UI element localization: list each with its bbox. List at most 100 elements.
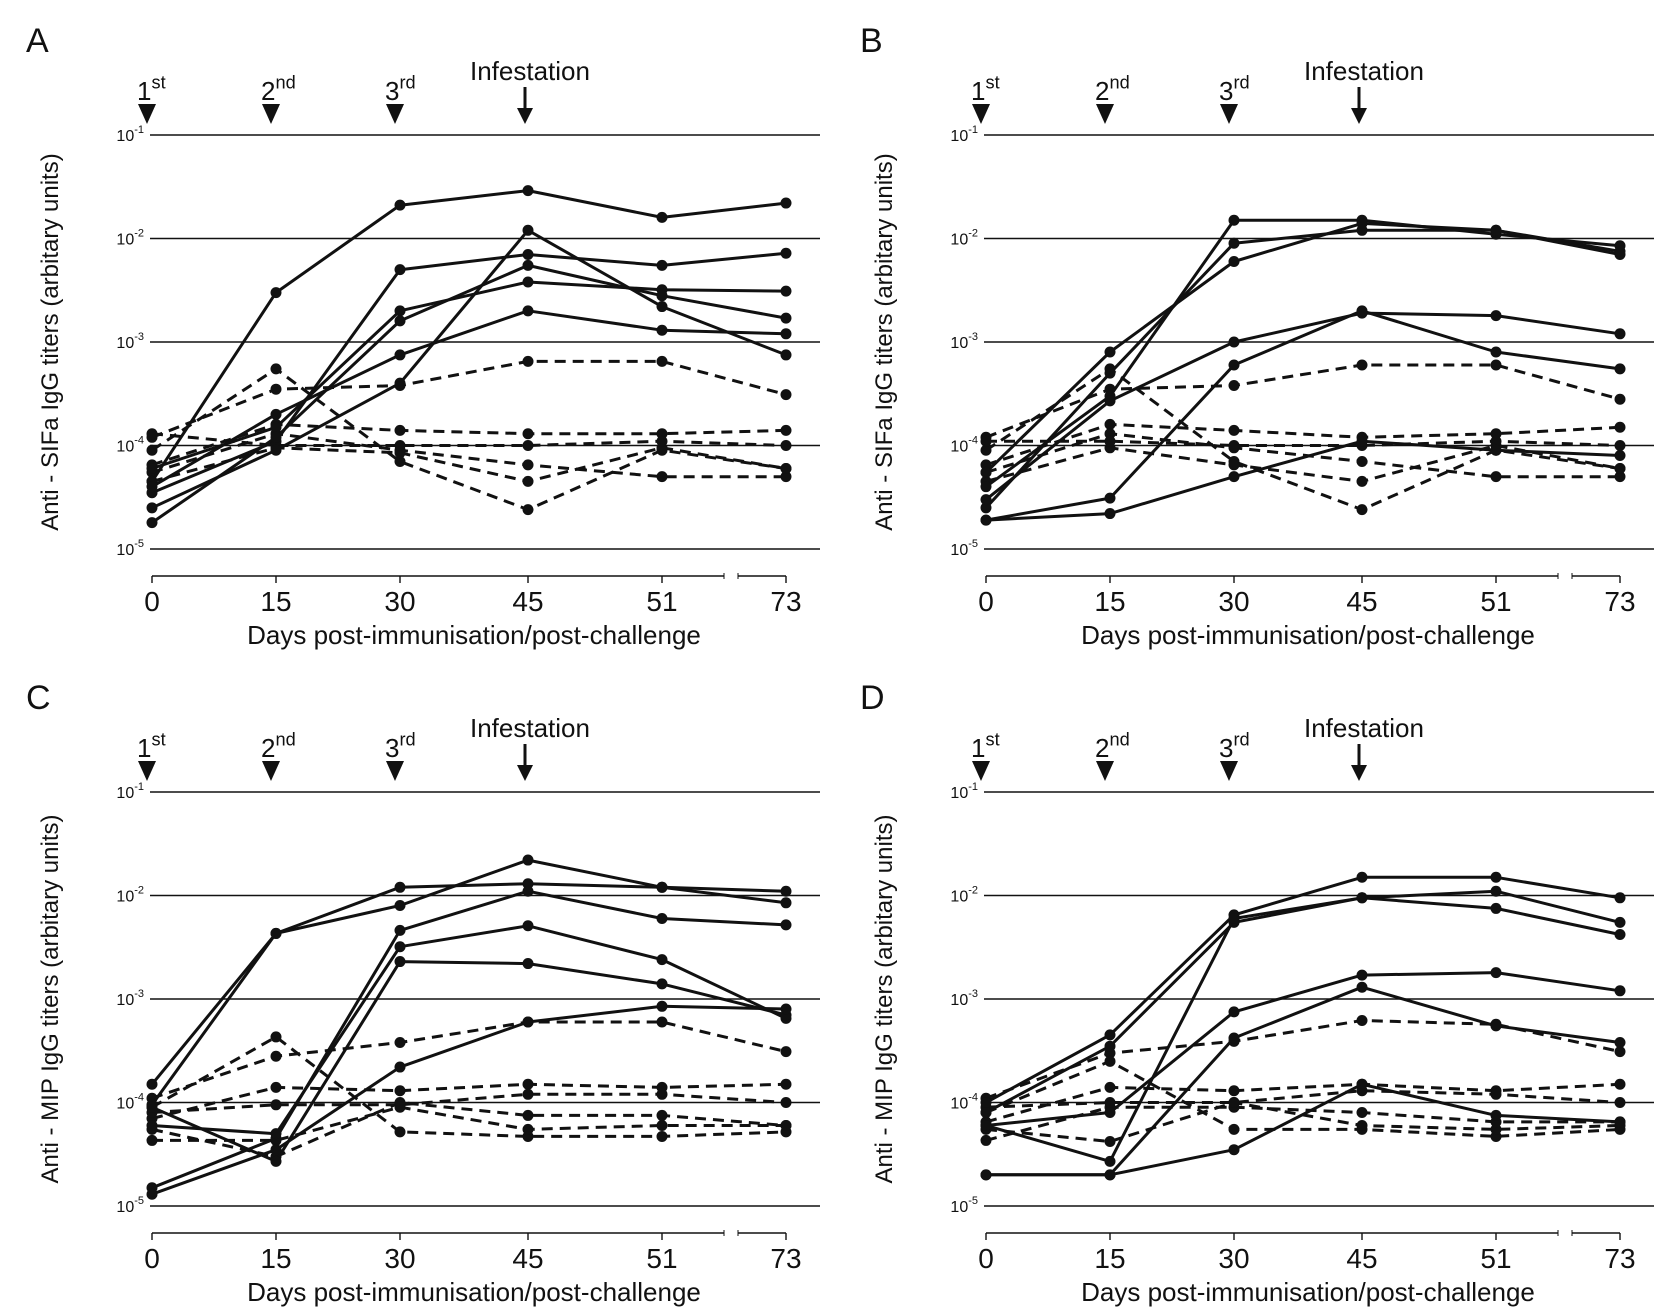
- data-point: [1356, 435, 1368, 447]
- data-point: [980, 1119, 992, 1131]
- data-point: [270, 1031, 282, 1043]
- data-point: [394, 424, 406, 436]
- data-point: [394, 924, 406, 936]
- x-tick-label: 30: [1218, 586, 1249, 617]
- data-point: [1104, 1155, 1116, 1167]
- x-tick-label: 30: [384, 1243, 415, 1274]
- data-point: [780, 440, 792, 451]
- first-immunisation-arrow-icon: [138, 104, 156, 124]
- data-point: [780, 462, 792, 474]
- x-tick-label: 0: [978, 1243, 994, 1274]
- x-axis-label: Days post-immunisation/post-challenge: [247, 620, 701, 650]
- data-point: [1614, 328, 1626, 340]
- infestation-label: Infestation: [1304, 713, 1424, 743]
- data-point: [780, 328, 792, 340]
- x-tick-label: 45: [1346, 586, 1377, 617]
- data-point: [270, 363, 282, 375]
- data-point: [522, 440, 534, 451]
- series-line-control-2: [985, 1059, 1621, 1138]
- series-line-control-1: [985, 363, 1621, 439]
- data-point: [1614, 985, 1626, 997]
- data-point: [522, 504, 534, 516]
- data-point: [1356, 1078, 1368, 1090]
- y-tick-label: 10-4: [116, 435, 144, 456]
- series-line-immunised-3: [151, 889, 787, 1190]
- data-point: [1356, 969, 1368, 981]
- data-point: [780, 897, 792, 909]
- infestation-arrow-icon: [1351, 765, 1367, 781]
- infestation-arrow-icon: [517, 108, 533, 124]
- series-line-control-2: [985, 367, 1621, 512]
- series-line-immunised-2: [985, 889, 1621, 1114]
- data-point: [1104, 435, 1116, 447]
- data-point: [270, 1155, 282, 1167]
- x-tick-label: 30: [384, 586, 415, 617]
- data-point: [1228, 359, 1240, 371]
- series-line-immunised-1: [150, 858, 787, 1086]
- data-point: [656, 324, 668, 336]
- data-point: [656, 1119, 668, 1131]
- data-point: [1104, 1029, 1116, 1041]
- data-point: [1228, 440, 1240, 451]
- series-line-immunised-5: [985, 309, 1621, 522]
- y-axis-label: Anti - SIFa IgG titers (arbitary units): [37, 153, 64, 530]
- data-point: [1614, 240, 1626, 252]
- data-point: [394, 881, 406, 893]
- first-immunisation-label: 1st: [971, 72, 1000, 106]
- data-point: [656, 1016, 668, 1028]
- data-point: [1490, 224, 1502, 236]
- data-point: [1228, 912, 1240, 924]
- first-immunisation-label: 1st: [137, 729, 166, 763]
- data-point: [1356, 214, 1368, 226]
- data-point: [146, 1188, 158, 1200]
- data-point: [1356, 1014, 1368, 1026]
- data-point: [1356, 892, 1368, 904]
- x-axis-break: [724, 573, 738, 579]
- x-axis-label: Days post-immunisation/post-challenge: [1081, 620, 1535, 650]
- y-tick-label: 10-5: [116, 1195, 144, 1216]
- data-point: [980, 466, 992, 478]
- series-line-control-6: [985, 1089, 1621, 1109]
- y-tick-label: 10-4: [116, 1092, 144, 1113]
- data-point: [1104, 1107, 1116, 1119]
- data-point: [522, 1016, 534, 1028]
- y-tick-label: 10-3: [950, 988, 978, 1009]
- panel-A: A 10-5 10-4 10-3 10-2 10-1 0 15 30 45 51 73 Days pos…: [26, 22, 820, 650]
- data-point: [780, 285, 792, 297]
- data-point: [522, 1109, 534, 1121]
- data-point: [656, 1130, 668, 1142]
- data-point: [656, 954, 668, 966]
- second-immunisation-arrow-icon: [1096, 104, 1114, 124]
- panel-B: B 10-5 10-4 10-3 10-2 10-1 0 15 30 45 51 73 Days pos…: [860, 22, 1654, 650]
- y-tick-label: 10-2: [116, 885, 144, 906]
- x-tick-label: 15: [1094, 586, 1125, 617]
- x-tick-label: 45: [1346, 1243, 1377, 1274]
- third-immunisation-label: 3rd: [385, 72, 416, 106]
- data-point: [394, 377, 406, 389]
- data-point: [1490, 1088, 1502, 1100]
- series-line-control-1: [151, 1020, 787, 1100]
- data-point: [1614, 928, 1626, 940]
- series-line-control-4: [151, 1101, 787, 1159]
- panel-D: D 10-5 10-4 10-3 10-2 10-1 0 15 30 45 51 73 Days pos…: [860, 679, 1654, 1307]
- data-point: [656, 301, 668, 313]
- x-axis-break: [724, 1230, 738, 1236]
- second-immunisation-label: 2nd: [261, 72, 296, 106]
- data-point: [1356, 224, 1368, 236]
- data-point: [780, 349, 792, 361]
- panel-letter: A: [26, 22, 49, 60]
- data-point: [656, 1109, 668, 1121]
- data-point: [780, 424, 792, 436]
- data-point: [522, 885, 534, 897]
- series-line-control-1: [151, 359, 787, 439]
- first-immunisation-arrow-icon: [972, 761, 990, 781]
- data-point: [1614, 249, 1626, 261]
- data-point: [656, 1088, 668, 1100]
- data-point: [980, 494, 992, 506]
- x-tick-label: 73: [1604, 1243, 1635, 1274]
- data-point: [1104, 367, 1116, 379]
- series-line-control-5: [985, 444, 1621, 483]
- series-line-immunised-6: [151, 1004, 787, 1196]
- data-point: [522, 305, 534, 317]
- data-point: [522, 958, 534, 970]
